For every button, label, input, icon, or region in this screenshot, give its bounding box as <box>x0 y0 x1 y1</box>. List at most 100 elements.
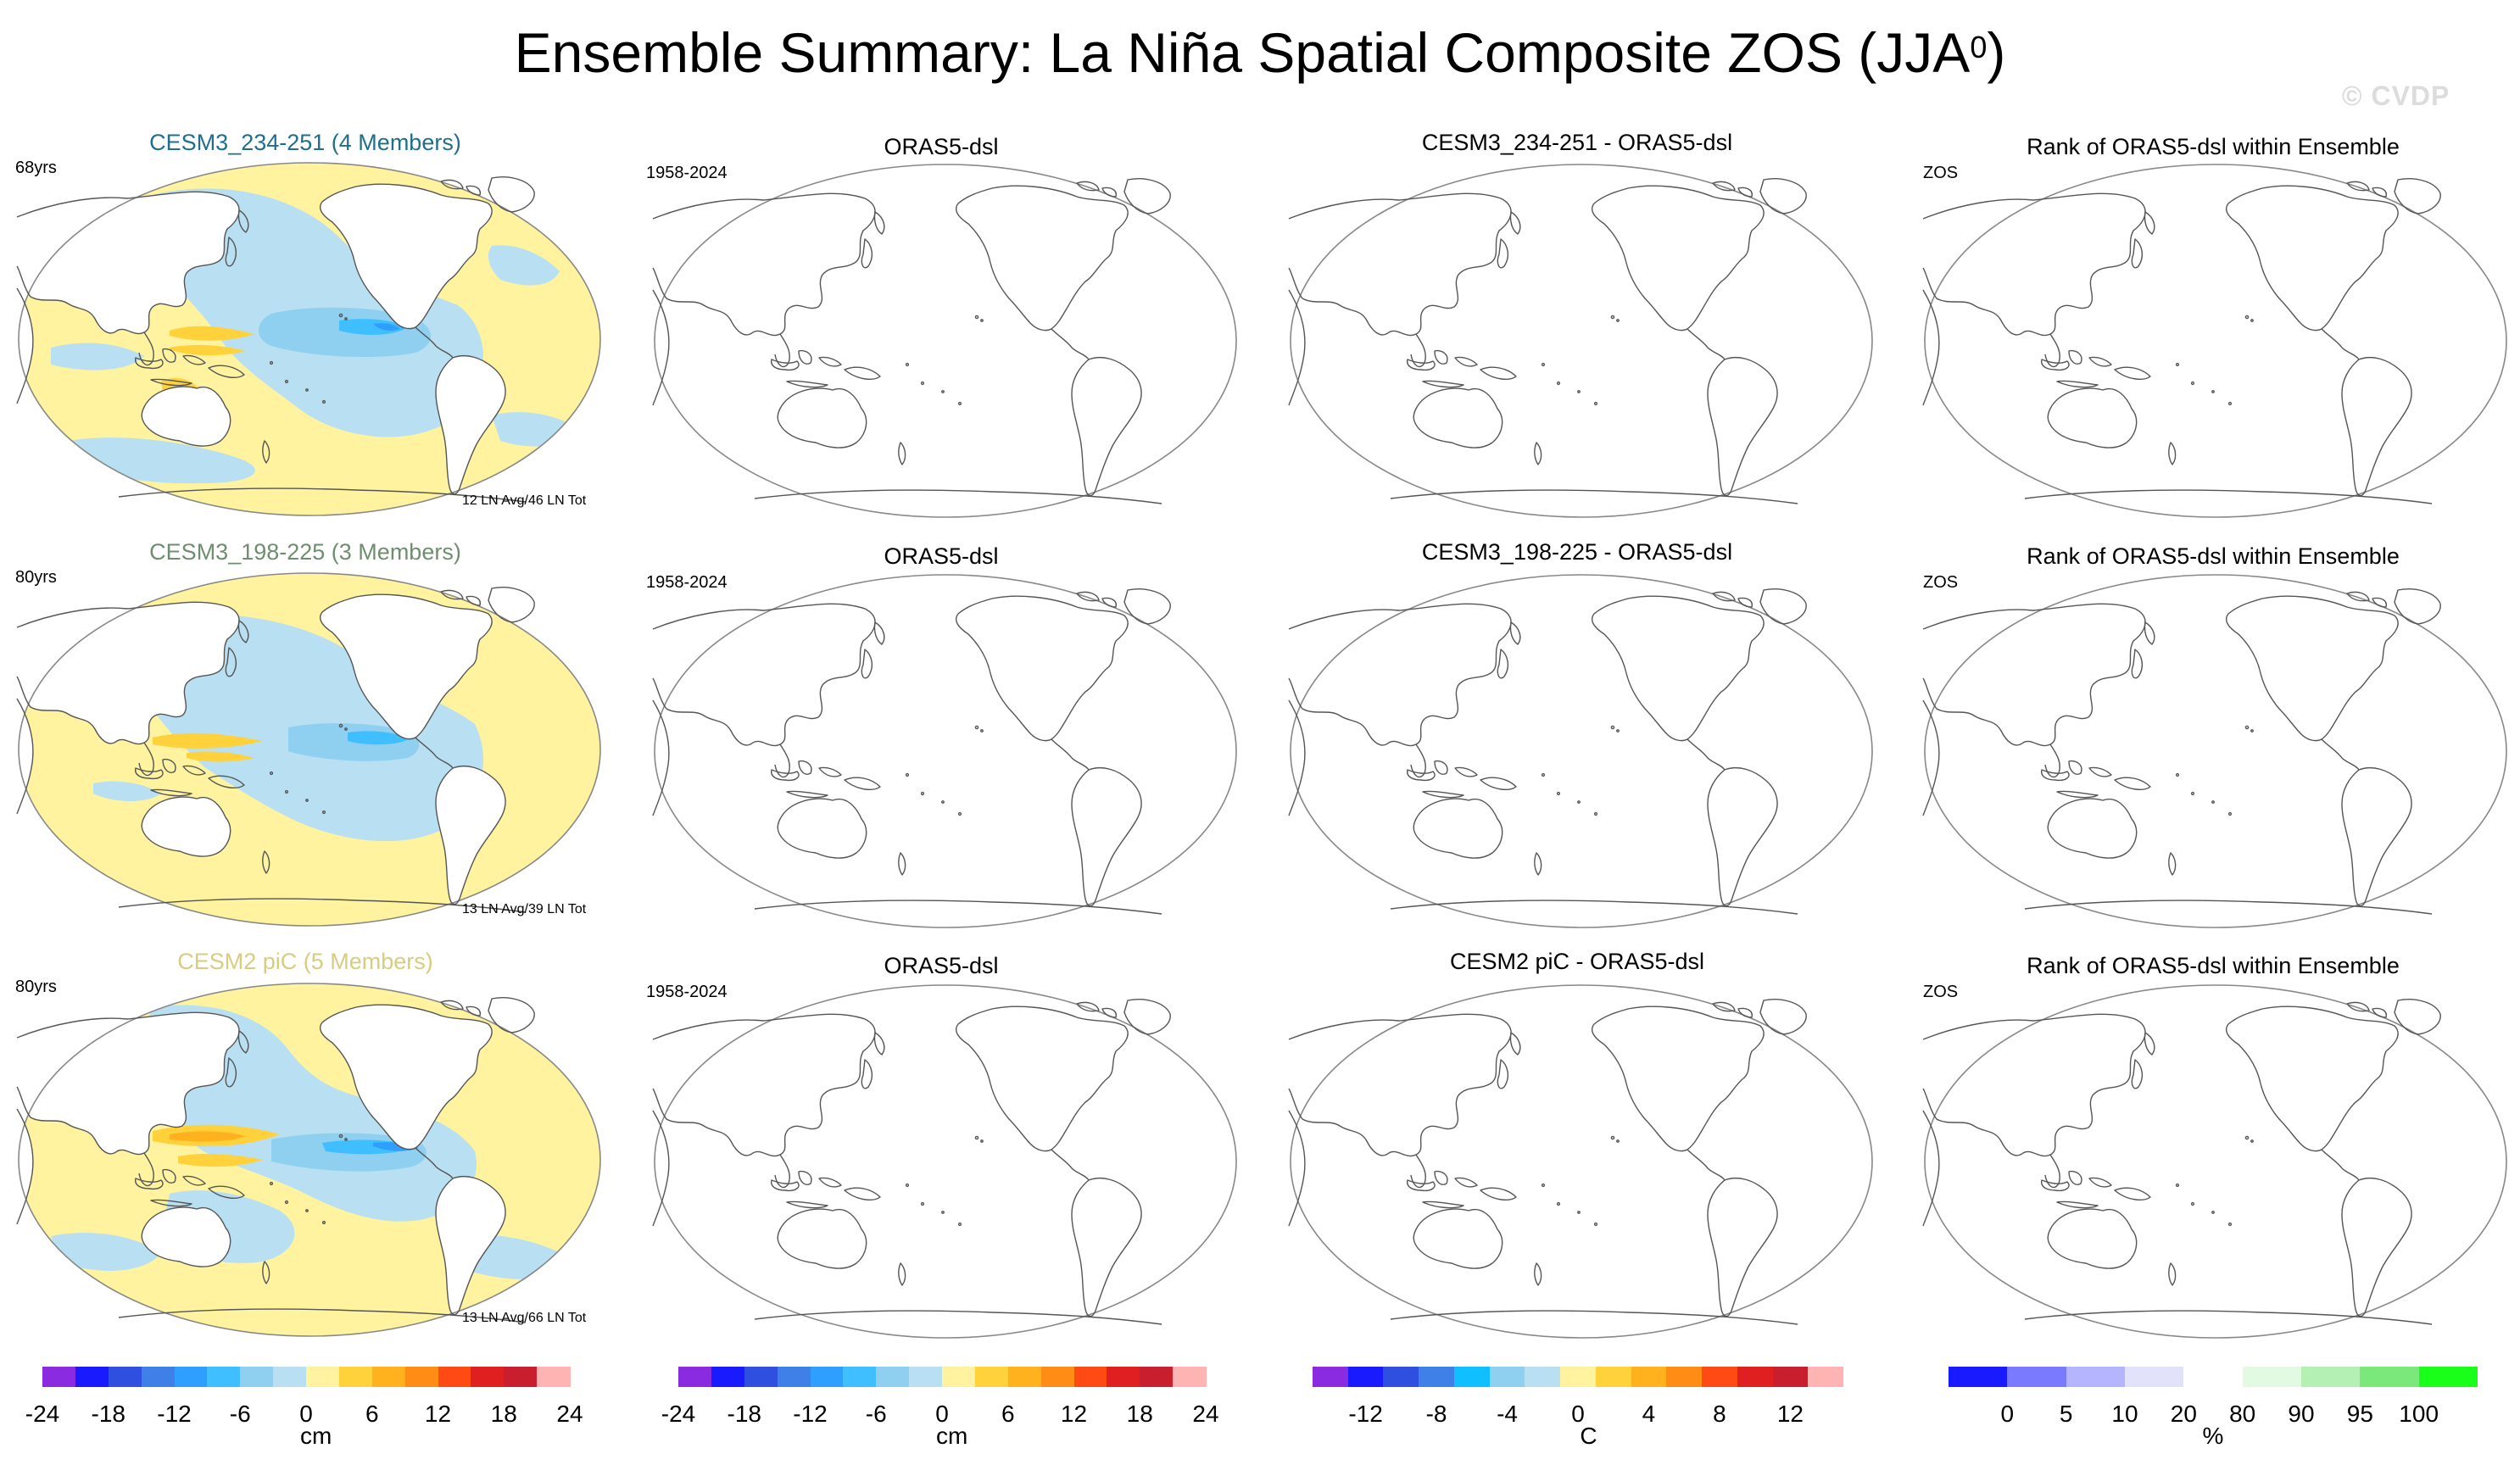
row3-obs-map <box>653 983 1238 1340</box>
colorbar-diff-swatch <box>1737 1367 1774 1387</box>
colorbar-obs-swatch <box>777 1367 811 1387</box>
figure-title-superscript: 0 <box>1970 30 1988 64</box>
colorbar-model-unit: cm <box>299 1423 332 1449</box>
colorbar-model: -24 -18 -12 -6 0 6 12 18 24 cm <box>25 1367 583 1451</box>
colorbar-model-tick: 12 <box>424 1401 452 1427</box>
colorbar-obs-tick: -6 <box>865 1401 887 1427</box>
colorbar-rank: 0 5 10 20 80 90 95 100% <box>1949 1367 2478 1451</box>
colorbar-rank-swatch <box>2242 1367 2302 1387</box>
row2-rank-map <box>1923 573 2508 929</box>
colorbar-diff-tick: -4 <box>1497 1401 1518 1427</box>
colorbar-model-tick: 0 <box>299 1401 313 1427</box>
row1-diff-map <box>1289 163 1874 519</box>
colorbar-model-swatch <box>141 1367 175 1387</box>
colorbar-rank-tick: 0 <box>2000 1401 2015 1427</box>
row3-rank-map <box>1923 983 2508 1340</box>
row1-years: 68yrs <box>15 159 57 177</box>
row2-diff-map <box>1289 573 1874 929</box>
colorbar-rank-tick: 80 <box>2229 1401 2256 1427</box>
row3-diff-map <box>1289 983 1874 1340</box>
row2-diff-title: CESM3_198-225 - ORAS5-dsl <box>1421 539 1733 565</box>
colorbar-model-tick: -18 <box>91 1401 125 1427</box>
colorbar-rank-tick: 95 <box>2346 1401 2373 1427</box>
colorbar-diff-tick: 8 <box>1713 1401 1726 1427</box>
colorbar-obs-tick: 0 <box>935 1401 949 1427</box>
colorbar-diff-swatch <box>1383 1367 1419 1387</box>
row1-rank-title: Rank of ORAS5-dsl within Ensemble <box>2027 134 2400 159</box>
colorbar-model-swatch <box>537 1367 571 1387</box>
row3-footnote: 13 LN Avg/66 LN Tot <box>462 1311 587 1325</box>
colorbar-obs-swatch <box>1173 1367 1207 1387</box>
colorbar-obs-tick: 6 <box>1001 1401 1015 1427</box>
colorbar-diff-swatch <box>1702 1367 1738 1387</box>
colorbar-model-swatch <box>240 1367 274 1387</box>
colorbar-diff-swatch <box>1772 1367 1809 1387</box>
colorbar-diff-swatch <box>1631 1367 1667 1387</box>
colorbar-model-tick: -12 <box>157 1401 192 1427</box>
row2-obs-title: ORAS5-dsl <box>884 543 999 569</box>
colorbar-model-tick: 6 <box>365 1401 379 1427</box>
colorbar-obs-swatch <box>711 1367 745 1387</box>
colorbar-obs-tick: 18 <box>1126 1401 1153 1427</box>
row1-obs-title: ORAS5-dsl <box>884 134 999 159</box>
colorbar-model-tick: 24 <box>556 1401 583 1427</box>
colorbar-obs-swatch <box>942 1367 976 1387</box>
colorbar-obs-tick: -24 <box>661 1401 696 1427</box>
colorbar-diff: -12 -8 -4 0 4 8 12 C <box>1313 1367 1844 1451</box>
colorbar-rank-tick: 100 <box>2399 1401 2439 1427</box>
row2-footnote: 13 LN Avg/39 LN Tot <box>462 902 587 916</box>
row3-diff-title: CESM2 piC - ORAS5-dsl <box>1449 949 1705 974</box>
cvdp-watermark: © CVDP <box>2342 81 2450 111</box>
colorbar-diff-swatch <box>1595 1367 1632 1387</box>
colorbar-rank-swatch <box>2301 1367 2361 1387</box>
colorbar-obs-tick: 24 <box>1192 1401 1219 1427</box>
colorbar-rank-swatch <box>2125 1367 2184 1387</box>
colorbar-model-swatch <box>438 1367 471 1387</box>
row2-rank-var: ZOS <box>1923 573 1959 592</box>
row1-rank-var: ZOS <box>1923 164 1959 182</box>
colorbar-rank-swatch <box>1949 1367 2008 1387</box>
row2-model-title: CESM3_198-225 (3 Members) <box>149 539 461 565</box>
colorbar-rank-swatch <box>2418 1367 2478 1387</box>
colorbar-diff-swatch <box>1489 1367 1525 1387</box>
colorbar-diff-tick: 0 <box>1571 1401 1585 1427</box>
colorbar-model-swatch <box>207 1367 241 1387</box>
figure-title-main: Ensemble Summary: La Niña Spatial Compos… <box>514 21 1971 84</box>
row1-footnote: 12 LN Avg/46 LN Tot <box>462 493 587 508</box>
colorbar-model-swatch <box>42 1367 76 1387</box>
colorbar-obs-swatch <box>1107 1367 1140 1387</box>
colorbar-model-swatch <box>75 1367 109 1387</box>
colorbar-rank-swatch <box>2007 1367 2067 1387</box>
colorbar-obs-swatch <box>974 1367 1009 1387</box>
colorbar-obs-unit: cm <box>935 1423 968 1449</box>
row3-model-title: CESM2 piC (5 Members) <box>177 949 433 974</box>
colorbar-rank-tick: 90 <box>2288 1401 2315 1427</box>
colorbar-obs-swatch <box>1073 1367 1107 1387</box>
colorbar-model-swatch <box>471 1367 505 1387</box>
colorbar-obs: -24 -18 -12 -6 0 6 12 18 24 cm <box>661 1367 1219 1451</box>
colorbar-model-swatch <box>306 1367 340 1387</box>
colorbar-obs-swatch <box>876 1367 910 1387</box>
row3-obs-title: ORAS5-dsl <box>884 953 999 978</box>
row3-rank-title: Rank of ORAS5-dsl within Ensemble <box>2027 953 2400 978</box>
row1-diff-title: CESM3_234-251 - ORAS5-dsl <box>1421 130 1733 155</box>
colorbar-diff-swatch <box>1560 1367 1597 1387</box>
colorbar-obs-swatch <box>1007 1367 1042 1387</box>
colorbar-obs-swatch <box>909 1367 943 1387</box>
row1-obs-years: 1958-2024 <box>646 164 728 182</box>
row3-model-map <box>17 982 602 1338</box>
colorbar-model-tick: -24 <box>25 1401 60 1427</box>
colorbar-model-swatch <box>404 1367 438 1387</box>
row2-years: 80yrs <box>15 568 57 587</box>
colorbar-diff-tick: -8 <box>1425 1401 1447 1427</box>
row1-model-title: CESM3_234-251 (4 Members) <box>149 130 461 155</box>
colorbar-obs-tick: -18 <box>727 1401 761 1427</box>
colorbar-diff-swatch <box>1347 1367 1384 1387</box>
colorbar-model-swatch <box>273 1367 307 1387</box>
colorbar-rank-swatch <box>2183 1367 2244 1387</box>
colorbar-rank-tick: 5 <box>2059 1401 2073 1427</box>
colorbar-diff-swatch <box>1313 1367 1349 1387</box>
row3-obs-years: 1958-2024 <box>646 983 728 1001</box>
colorbar-diff-swatch <box>1666 1367 1703 1387</box>
colorbar-diff-unit: C <box>1580 1423 1597 1449</box>
